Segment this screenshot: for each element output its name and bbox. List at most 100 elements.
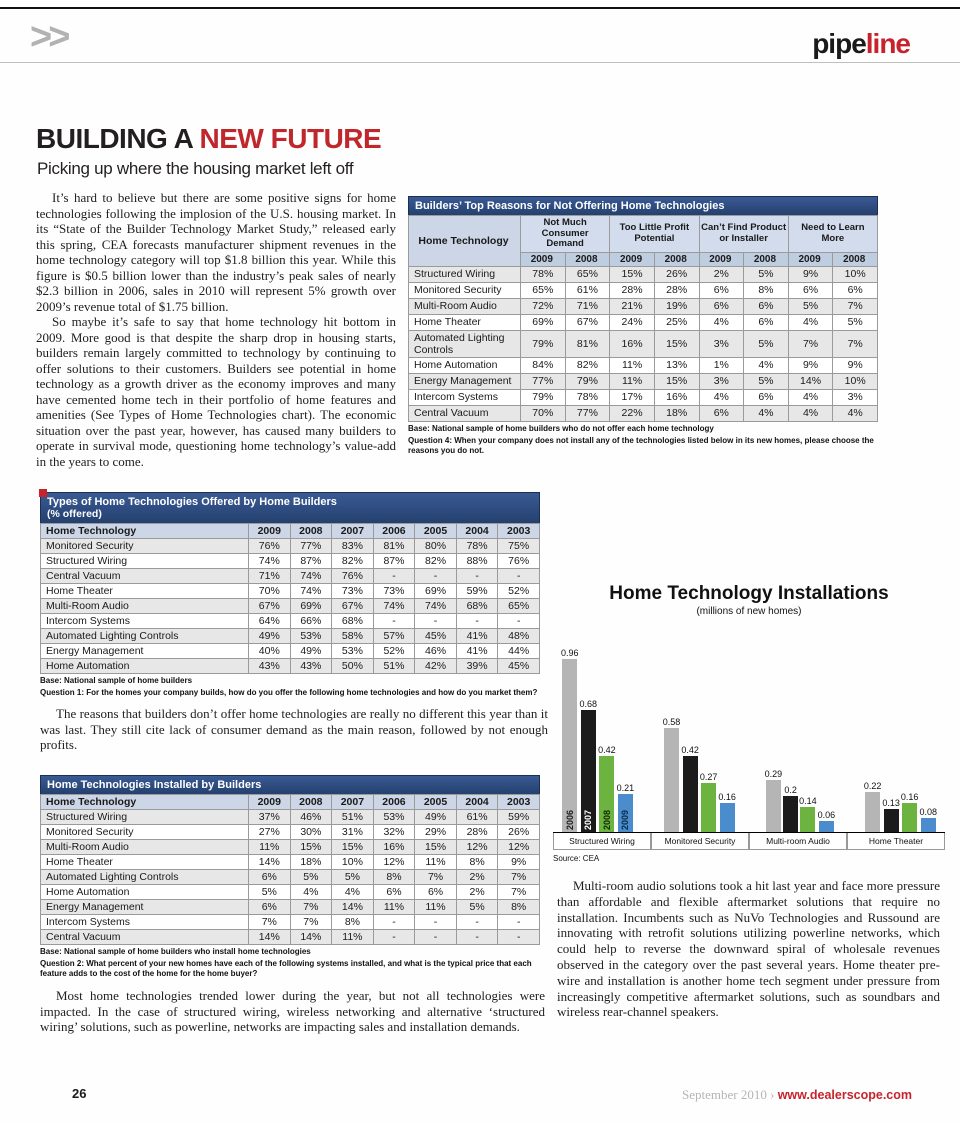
cell-value: 8% <box>455 854 499 870</box>
cell-value: 48% <box>497 628 540 644</box>
table-row: Intercom Systems 64% 66% 68% - - - - <box>40 613 540 629</box>
cell-value: 8% <box>331 914 374 930</box>
cell-value: 5% <box>248 884 291 900</box>
table2-title: Types of Home Technologies Offered by Ho… <box>40 492 540 523</box>
cell-value: 10% <box>832 265 878 283</box>
table1-group-header-2: Can’t Find Product or Installer <box>698 215 789 253</box>
cell-value: 8% <box>497 899 540 915</box>
cell-value: 82% <box>414 553 457 569</box>
cell-value: 84% <box>520 356 566 374</box>
header-cell: 2007 <box>331 794 374 810</box>
row-label: Central Vacuum <box>40 568 249 584</box>
table2-title-line2: (% offered) <box>47 508 102 520</box>
table-row: Automated Lighting Controls 79% 81% 16% 15% 3… <box>408 329 878 358</box>
table1-group-header-0: Not Much Consumer Demand <box>519 215 611 253</box>
header-cell: 2005 <box>414 794 457 810</box>
paragraph-5: Multi-room audio solutions took a hit la… <box>557 878 940 1020</box>
header-cell: 2009 <box>248 523 291 539</box>
table3-header-row: Home Technology 2009 2008 2007 2006 2005 2004 2… <box>40 794 540 810</box>
table-row: Home Automation 43% 43% 50% 51% 42% 39% 45% <box>40 658 540 674</box>
cell-value: 78% <box>520 265 566 283</box>
bar-2006 <box>865 792 881 832</box>
cell-value: 76% <box>331 568 374 584</box>
chart-source-note: Source: CEA <box>553 854 600 863</box>
cell-value: 87% <box>372 553 416 569</box>
cell-value: 8% <box>372 869 416 885</box>
cell-value: 6% <box>743 313 789 331</box>
header-cell: 2005 <box>414 523 457 539</box>
bar-value-label: 0.96 <box>561 648 579 658</box>
bar-wrap: 0.96 2006 <box>561 648 579 832</box>
cell-value: 69% <box>520 313 566 331</box>
cell-value: 45% <box>414 628 457 644</box>
cell-value: 4% <box>787 388 834 406</box>
bar-2009 <box>818 821 834 832</box>
cell-value: 4% <box>787 313 834 331</box>
row-label: Energy Management <box>40 643 249 659</box>
cell-value: 71% <box>248 568 291 584</box>
bar-year-label: 2007 <box>583 809 594 830</box>
header-cell: 2008 <box>832 251 878 267</box>
cell-value: - <box>497 929 540 945</box>
cell-value: 11% <box>414 854 457 870</box>
cell-value: 70% <box>248 583 291 599</box>
bar-wrap: 0.42 <box>681 745 699 832</box>
bar-2007: 2007 <box>580 710 596 832</box>
row-label: Structured Wiring <box>408 265 521 283</box>
cell-value: 6% <box>743 388 789 406</box>
article-title-red: NEW FUTURE <box>199 123 382 154</box>
bar-value-label: 0.14 <box>799 796 817 806</box>
bar-wrap: 0.16 <box>901 792 918 832</box>
cell-value: 4% <box>331 884 374 900</box>
cell-value: 6% <box>698 297 745 315</box>
bar-value-label: 0.29 <box>764 769 783 779</box>
pipeline-logo: pipeline <box>812 28 911 60</box>
cell-value: 61% <box>455 809 499 825</box>
cell-value: 73% <box>331 583 374 599</box>
right-text-block: Multi-room audio solutions took a hit la… <box>557 878 940 1020</box>
cell-value: 16% <box>372 839 416 855</box>
bar-wrap: 0.06 <box>818 810 835 832</box>
cell-value: 4% <box>289 884 333 900</box>
cell-value: 77% <box>564 404 611 422</box>
cell-value: - <box>414 613 457 629</box>
bar-2008: 2008 <box>599 756 615 832</box>
table-row: Central Vacuum 71% 74% 76% - - - - <box>40 568 540 584</box>
cell-value: 16% <box>653 388 700 406</box>
logo-text-black: pipe <box>812 28 867 59</box>
row-label: Automated Lighting Controls <box>408 329 521 358</box>
cell-value: 6% <box>248 899 291 915</box>
cell-value: 72% <box>520 297 566 315</box>
cell-value: 82% <box>331 553 374 569</box>
cell-value: 5% <box>289 869 333 885</box>
row-label: Multi-Room Audio <box>408 297 521 315</box>
cell-value: 27% <box>248 824 291 840</box>
technologies-offered-table: Types of Home Technologies Offered by Ho… <box>39 489 540 698</box>
cell-value: 42% <box>414 658 457 674</box>
cell-value: 52% <box>372 643 416 659</box>
bar-wrap: 0.13 <box>882 798 900 832</box>
bar-wrap: 0.27 <box>700 772 717 832</box>
cell-value: 14% <box>289 929 333 945</box>
bar-wrap: 0.2 <box>783 785 799 832</box>
header-cell: 2004 <box>455 794 499 810</box>
bar-2009: 2009 <box>617 794 633 832</box>
cell-value: 49% <box>289 643 333 659</box>
cell-value: 4% <box>743 356 789 374</box>
cell-value: 53% <box>372 809 416 825</box>
cell-value: 81% <box>564 329 611 358</box>
cell-value: 46% <box>414 643 457 659</box>
cell-value: - <box>372 914 416 930</box>
cell-value: 49% <box>414 809 457 825</box>
bar-wrap: 0.42 2008 <box>598 745 616 832</box>
cell-value: 29% <box>414 824 457 840</box>
cell-value: 7% <box>787 329 834 358</box>
middle-text-block: The reasons that builders don’t offer ho… <box>40 706 548 753</box>
cell-value: 53% <box>289 628 333 644</box>
row-label: Multi-Room Audio <box>40 598 249 614</box>
cell-value: - <box>455 929 499 945</box>
cell-value: 75% <box>497 538 540 554</box>
cell-value: 67% <box>564 313 611 331</box>
table-row: Structured Wiring 74% 87% 82% 87% 82% 88% 76% <box>40 553 540 569</box>
cell-value: 52% <box>497 583 540 599</box>
